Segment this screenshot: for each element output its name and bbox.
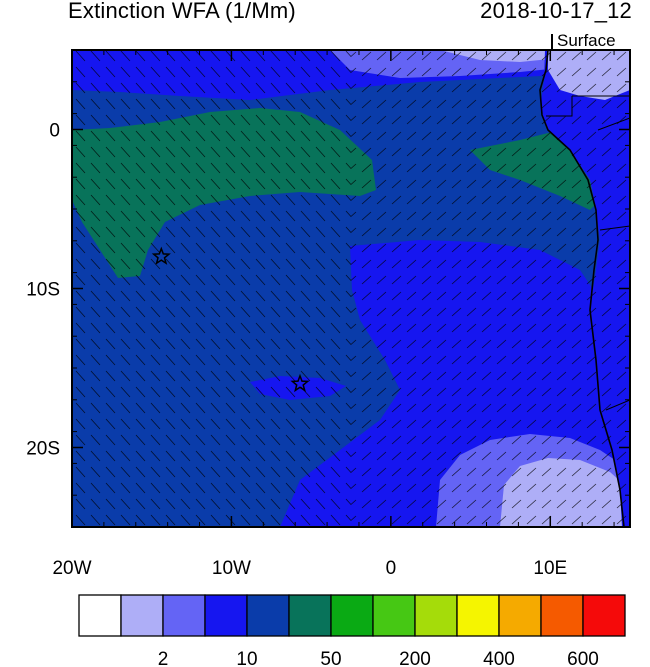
colorbar-box bbox=[372, 594, 416, 637]
colorbar-box bbox=[582, 594, 626, 637]
y-tick-label: 10S bbox=[26, 280, 60, 301]
colorbar-boxes bbox=[78, 594, 626, 637]
colorbar-box bbox=[498, 594, 542, 637]
colorbar-label: 10 bbox=[236, 649, 257, 667]
star-marker-icon bbox=[151, 246, 171, 265]
colorbar-box bbox=[246, 594, 290, 637]
plot-datetime: 2018-10-17_12 bbox=[480, 0, 632, 23]
x-tick-label: 0 bbox=[386, 558, 397, 579]
plot-title: Extinction WFA (1/Mm) bbox=[68, 0, 296, 23]
colorbar-box bbox=[540, 594, 584, 637]
map-field bbox=[72, 50, 630, 527]
y-tick-label: 20S bbox=[26, 439, 60, 460]
colorbar-box bbox=[456, 594, 500, 637]
coastline bbox=[539, 50, 625, 527]
star-marker-icon bbox=[290, 373, 310, 393]
colorbar-box bbox=[120, 594, 164, 637]
colorbar-label: 200 bbox=[399, 649, 431, 667]
site-markers bbox=[151, 246, 310, 393]
colorbar-label: 2 bbox=[158, 649, 169, 667]
x-tick-label: 10E bbox=[533, 558, 567, 579]
colorbar-label: 50 bbox=[320, 649, 341, 667]
x-tick-label: 20W bbox=[52, 558, 91, 579]
wind-vectors-west bbox=[72, 50, 351, 527]
colorbar-box bbox=[204, 594, 248, 637]
level-label: Surface bbox=[557, 31, 616, 50]
colorbar-box bbox=[78, 594, 122, 637]
colorbar-label: 600 bbox=[567, 649, 599, 667]
colorbar-box bbox=[288, 594, 332, 637]
colorbar-box bbox=[162, 594, 206, 637]
y-tick-label: 0 bbox=[49, 121, 60, 142]
wind-vectors-east bbox=[351, 50, 630, 527]
colorbar-label: 400 bbox=[483, 649, 515, 667]
x-tick-label: 10W bbox=[212, 558, 251, 579]
colorbar-box bbox=[330, 594, 374, 637]
colorbar-box bbox=[414, 594, 458, 637]
axis-ticks: 20W 10W 0 10E 0 10S 20S bbox=[26, 49, 630, 579]
border-line bbox=[546, 95, 630, 411]
colorbar-labels: 2 10 50 200 400 600 bbox=[158, 649, 599, 667]
